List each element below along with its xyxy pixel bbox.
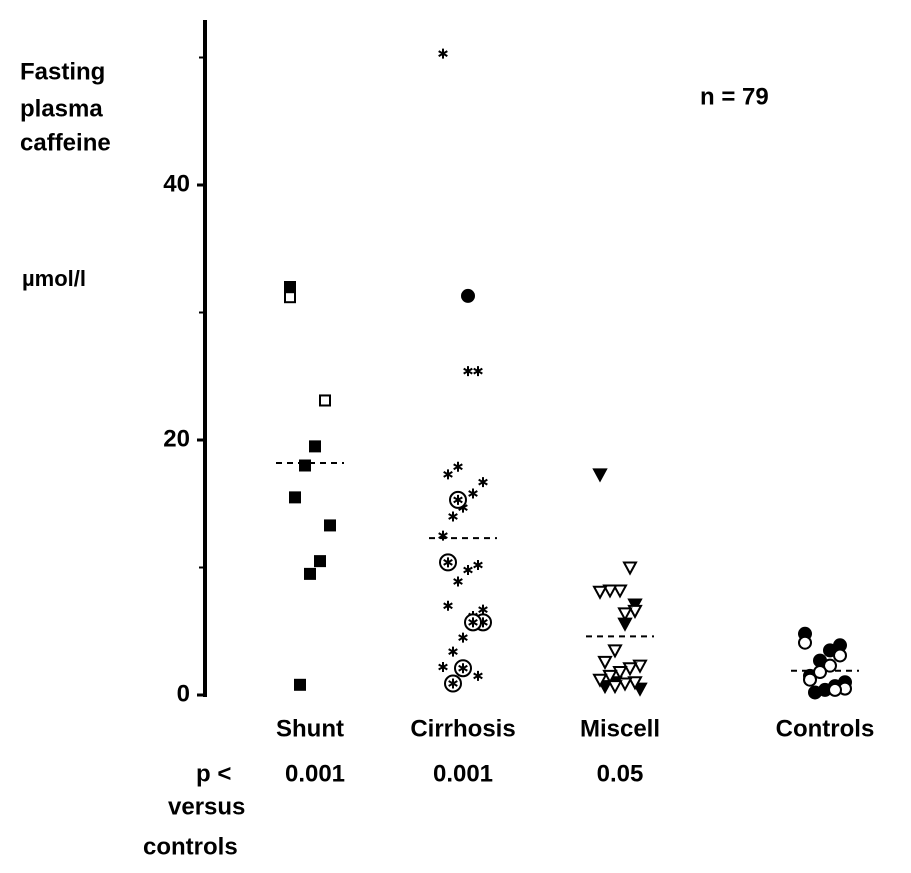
point bbox=[478, 477, 488, 488]
point bbox=[458, 632, 468, 643]
point bbox=[443, 600, 453, 611]
point bbox=[833, 648, 847, 663]
point-star bbox=[468, 617, 478, 628]
x-tick-label: Cirrhosis bbox=[410, 715, 515, 742]
point bbox=[463, 565, 473, 576]
point bbox=[438, 48, 448, 59]
point bbox=[813, 665, 827, 680]
point bbox=[294, 678, 306, 691]
point bbox=[438, 530, 448, 541]
x-tick-label: Miscell bbox=[580, 715, 660, 742]
point bbox=[823, 658, 837, 673]
p-value: 0.001 bbox=[285, 760, 345, 787]
point bbox=[289, 491, 301, 504]
point bbox=[803, 672, 817, 687]
point bbox=[473, 559, 483, 570]
point bbox=[612, 666, 628, 681]
point bbox=[808, 685, 822, 700]
point bbox=[319, 394, 331, 407]
point bbox=[443, 469, 453, 480]
y-tick-label: 20 bbox=[163, 425, 190, 452]
point bbox=[607, 644, 623, 659]
point bbox=[627, 676, 643, 691]
point bbox=[449, 490, 467, 509]
point bbox=[473, 670, 483, 681]
point bbox=[444, 674, 462, 693]
p-note: controls bbox=[143, 833, 238, 860]
y-tick-label: 40 bbox=[163, 170, 190, 197]
annotation: n = 79 bbox=[700, 83, 769, 110]
point bbox=[299, 459, 311, 472]
point bbox=[314, 555, 326, 568]
point bbox=[284, 281, 296, 293]
point bbox=[828, 682, 842, 697]
point bbox=[284, 291, 296, 304]
point bbox=[461, 288, 475, 303]
y-tick-label: 0 bbox=[177, 680, 190, 707]
point bbox=[602, 669, 618, 684]
point bbox=[473, 366, 483, 377]
point bbox=[612, 584, 628, 599]
point bbox=[454, 659, 472, 678]
point bbox=[464, 613, 482, 632]
point bbox=[463, 366, 473, 377]
point bbox=[448, 646, 458, 657]
point bbox=[597, 655, 613, 670]
x-tick-label: Controls bbox=[776, 715, 875, 742]
p-note: versus bbox=[168, 793, 245, 820]
y-label-line: Fasting bbox=[20, 58, 105, 85]
point bbox=[607, 680, 623, 695]
p-value: 0.001 bbox=[433, 760, 493, 787]
y-label-line: caffeine bbox=[20, 129, 111, 156]
point bbox=[453, 461, 463, 472]
point bbox=[592, 585, 608, 600]
point bbox=[468, 488, 478, 499]
point bbox=[798, 635, 812, 650]
point bbox=[617, 607, 633, 622]
point bbox=[324, 519, 336, 532]
point bbox=[622, 662, 638, 677]
p-prefix: p < bbox=[196, 760, 231, 787]
point-star bbox=[443, 557, 453, 568]
point bbox=[592, 468, 608, 483]
point bbox=[478, 604, 488, 615]
point bbox=[448, 511, 458, 522]
point-star bbox=[448, 678, 458, 689]
point bbox=[602, 584, 618, 599]
point bbox=[439, 553, 457, 572]
point bbox=[309, 440, 321, 453]
point-star bbox=[458, 663, 468, 674]
point bbox=[622, 561, 638, 576]
point bbox=[304, 567, 316, 580]
point bbox=[438, 661, 448, 672]
unit-label: µmol/l bbox=[22, 266, 86, 291]
y-label-line: plasma bbox=[20, 95, 103, 122]
point bbox=[453, 576, 463, 587]
p-value: 0.05 bbox=[597, 760, 644, 787]
point bbox=[592, 673, 608, 688]
x-tick-label: Shunt bbox=[276, 715, 344, 742]
point-star bbox=[453, 494, 463, 505]
